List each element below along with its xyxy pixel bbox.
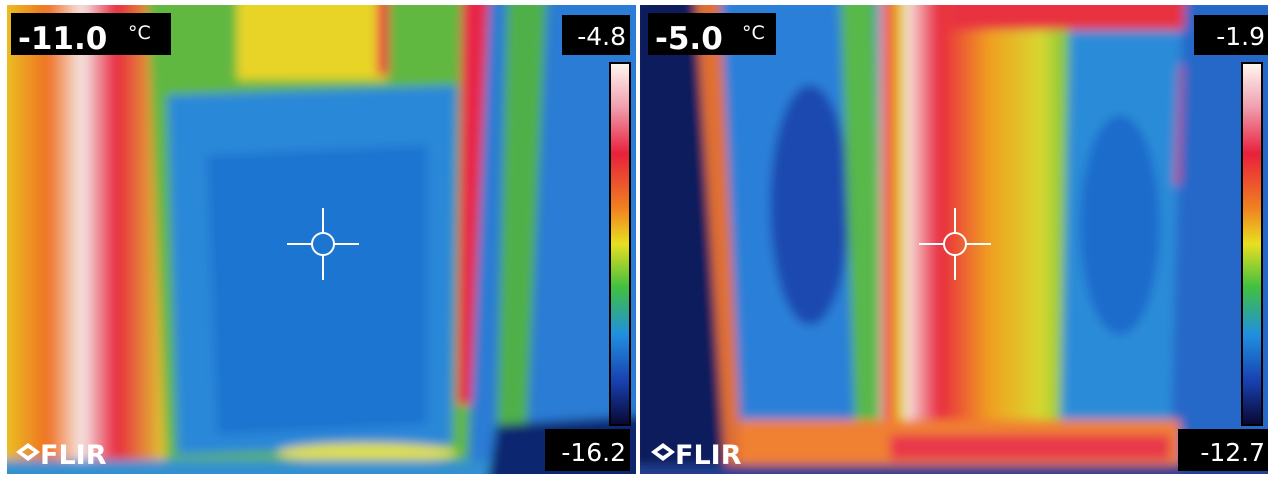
logo-icon xyxy=(651,443,675,461)
color-scale xyxy=(609,62,631,426)
thermal-image-right xyxy=(640,5,1268,474)
scale-max: -1.9 xyxy=(1216,22,1265,51)
scale-max-box xyxy=(562,15,630,55)
scale-min: -16.2 xyxy=(561,438,626,467)
spot-temperature: -5.0 xyxy=(655,21,723,57)
logo: FLIR xyxy=(675,440,742,471)
crosshair xyxy=(919,208,991,280)
spot-temperature: -11.0 xyxy=(18,21,107,57)
temperature-unit: °C xyxy=(742,22,765,44)
scale-min-box xyxy=(1178,429,1268,471)
spot-temperature-box xyxy=(11,13,171,55)
scale-max-box xyxy=(1194,15,1268,55)
scale-min-box xyxy=(545,429,630,471)
scale-max: -4.8 xyxy=(577,22,626,51)
scale-min: -12.7 xyxy=(1200,438,1265,467)
logo: FLIR xyxy=(40,440,107,471)
logo-icon xyxy=(16,443,40,461)
thermal-image-left xyxy=(7,5,636,474)
crosshair xyxy=(287,208,359,280)
spot-temperature-box xyxy=(648,13,776,55)
temperature-unit: °C xyxy=(128,22,151,44)
color-scale xyxy=(1241,62,1263,426)
